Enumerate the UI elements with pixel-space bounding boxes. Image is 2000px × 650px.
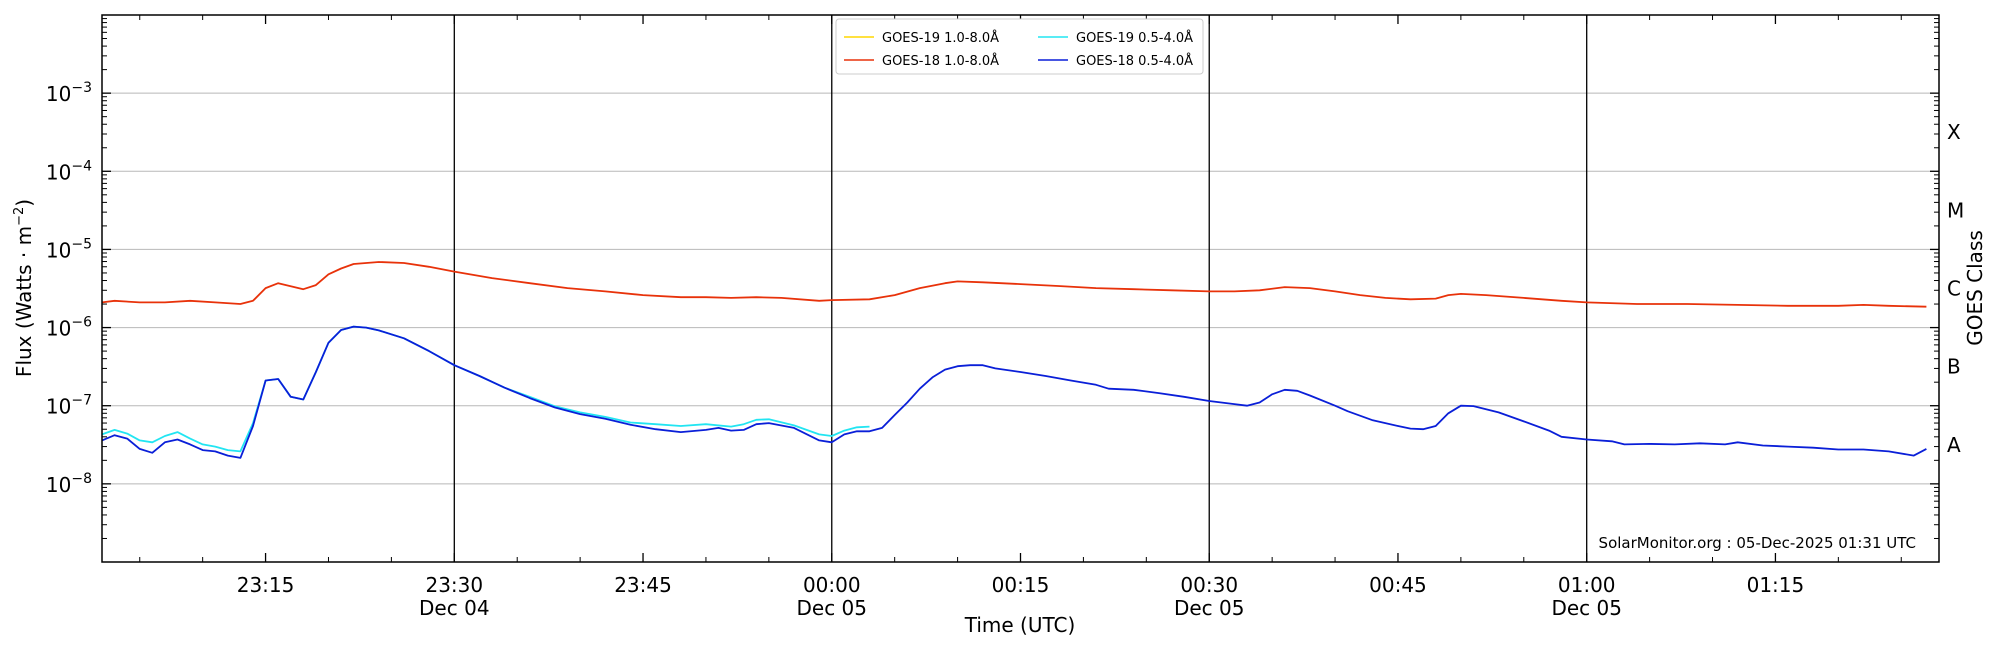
x-tick-date-label: Dec 05 [797, 596, 868, 620]
goes-class-label: M [1947, 198, 1964, 222]
goes-class-labels: X M C B A [1947, 120, 1964, 457]
x-tick-label: 00:15 [992, 573, 1050, 597]
x-tick-date-label: Dec 04 [419, 596, 490, 620]
legend: GOES-19 1.0-8.0Å GOES-18 1.0-8.0Å GOES-19 … [835, 18, 1204, 75]
x-axis-title: Time (UTC) [964, 613, 1076, 637]
y-tick-label: 10−4 [46, 158, 92, 184]
series-lines [101, 261, 1927, 459]
credit-text: SolarMonitor.org : 05-Dec-2025 01:31 UTC [1599, 534, 1916, 552]
y-tick-label: 10−7 [46, 393, 92, 419]
y-tick-label: 10−5 [46, 236, 92, 262]
x-tick-date-label: Dec 05 [1174, 596, 1245, 620]
goes-class-label: B [1947, 355, 1961, 379]
x-tick-label: 01:00 [1558, 573, 1616, 597]
goes-class-label: A [1947, 433, 1961, 457]
y-tick-label: 10−6 [46, 315, 92, 341]
plot-frame [101, 14, 1940, 563]
y-tick-label: 10−8 [46, 471, 92, 497]
x-tick-label: 23:45 [614, 573, 672, 597]
x-tick-date-label: Dec 05 [1551, 596, 1622, 620]
x-tick-label: 23:15 [237, 573, 295, 597]
y-axis-ticks: 10−3 10−4 10−5 10−6 10−7 10−8 [46, 18, 1939, 539]
goes-class-label: X [1947, 120, 1961, 144]
legend-label: GOES-18 1.0-8.0Å [882, 53, 999, 69]
series-line [101, 325, 1927, 459]
x-tick-label: 23:30 [425, 573, 483, 597]
day-boundary-lines [453, 15, 1588, 562]
x-tick-label: 01:15 [1747, 573, 1805, 597]
series-line [101, 261, 1927, 308]
legend-frame [835, 18, 1204, 75]
series-line [101, 325, 870, 453]
x-tick-label: 00:30 [1180, 573, 1238, 597]
legend-label: GOES-19 0.5-4.0Å [1076, 30, 1193, 46]
x-tick-label: 00:00 [803, 573, 861, 597]
legend-label: GOES-19 1.0-8.0Å [882, 30, 999, 46]
legend-label: GOES-18 0.5-4.0Å [1076, 53, 1193, 69]
goes-class-axis-title: GOES Class [1963, 230, 1987, 346]
grid [102, 92, 1939, 485]
goes-class-label: C [1947, 277, 1961, 301]
y-axis-title: Flux (Watts · m−2) [12, 199, 36, 377]
y-tick-label: 10−3 [46, 80, 92, 106]
x-tick-label: 00:45 [1369, 573, 1427, 597]
